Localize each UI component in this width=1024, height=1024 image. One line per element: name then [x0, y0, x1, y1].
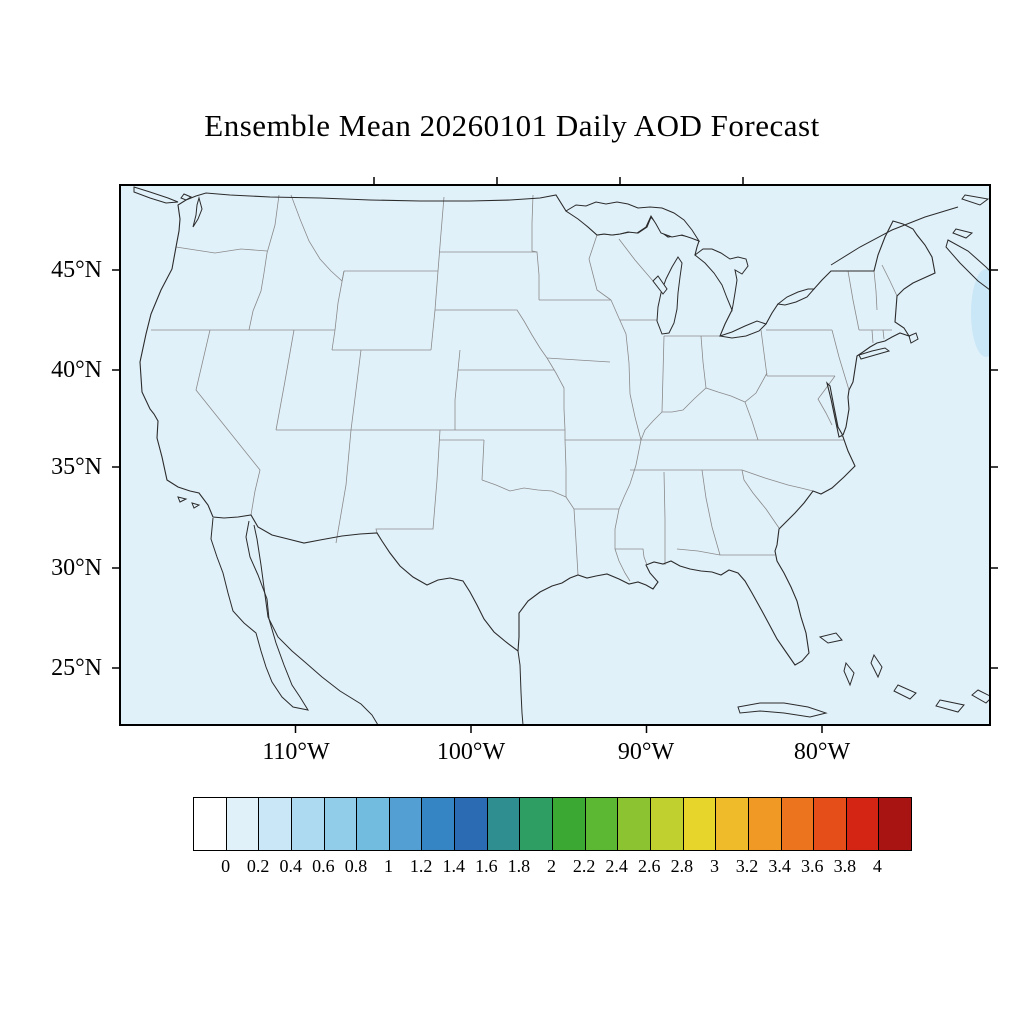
- colorbar-tick-label: 3: [709, 856, 719, 876]
- lat-label-35n: 35°N: [51, 454, 102, 480]
- colorbar: [193, 797, 912, 851]
- lon-label-80w: 80°W: [793, 739, 851, 765]
- map-panel: [108, 173, 1002, 737]
- colorbar-cell: [618, 798, 651, 850]
- colorbar-tick-label: 2.2: [572, 856, 596, 876]
- great-lakes: [565, 201, 816, 339]
- colorbar-cell: [748, 798, 782, 850]
- colorbar-cell: [553, 798, 586, 850]
- colorbar-tick-label: 2.8: [670, 856, 694, 876]
- islands: [177, 332, 990, 718]
- canada-coast: [133, 186, 990, 291]
- state-borders: [151, 194, 898, 582]
- lat-label-25n: 25°N: [51, 655, 102, 681]
- atlantic-aod-patch: [971, 269, 990, 357]
- mexico-coast: [210, 517, 524, 725]
- colorbar-cell: [357, 798, 390, 850]
- colorbar-tick-label: 0.4: [279, 856, 303, 876]
- colorbar-cell: [520, 798, 554, 850]
- colorbar-cell: [650, 798, 684, 850]
- lon-label-90w: 90°W: [617, 739, 675, 765]
- colorbar-tick-label: 0.8: [344, 856, 368, 876]
- map-frame: [119, 184, 991, 726]
- colorbar-cell: [324, 798, 358, 850]
- lat-label-40n: 40°N: [51, 357, 102, 383]
- colorbar-cell: [846, 798, 880, 850]
- colorbar-cell: [259, 798, 292, 850]
- lon-label-110w: 110°W: [262, 739, 330, 765]
- colorbar-tick-label: 1.6: [475, 856, 498, 876]
- lat-label-30n: 30°N: [51, 555, 102, 581]
- colorbar-tick-label: 2.6: [638, 856, 661, 876]
- colorbar-tick-label: 1.4: [442, 856, 465, 876]
- map-plot-area: [120, 185, 990, 725]
- aod-map: [112, 177, 998, 733]
- colorbar-tick-label: 2: [547, 856, 556, 876]
- colorbar-tick-label: 1: [384, 856, 394, 876]
- colorbar-tick-label: 3.6: [800, 856, 824, 876]
- axis-tick-marks: [112, 177, 998, 733]
- colorbar-cell: [194, 798, 227, 850]
- colorbar-cell: [226, 798, 260, 850]
- colorbar-cell: [879, 798, 912, 850]
- colorbar-cell: [814, 798, 847, 850]
- colorbar-cell: [585, 798, 619, 850]
- colorbar-tick-label: 0.6: [312, 856, 335, 876]
- colorbar-tick-label: 3.8: [833, 856, 857, 876]
- colorbar-tick-label: 1.8: [507, 856, 531, 876]
- colorbar-tick-label: 1.2: [409, 856, 433, 876]
- colorbar-cell: [422, 798, 456, 850]
- colorbar-labels: 0 0.2 0.4 0.6 0.8 1 1.2 1.4 1.6 1.8 2 2.2 2.4 2.6 2.8 3…: [193, 856, 912, 880]
- colorbar-cell: [716, 798, 749, 850]
- colorbar-cell: [781, 798, 815, 850]
- colorbar-cell: [455, 798, 488, 850]
- colorbar-cell: [683, 798, 717, 850]
- page-title: Ensemble Mean 20260101 Daily AOD Forecas…: [204, 108, 820, 143]
- lat-label-45n: 45°N: [51, 257, 102, 283]
- colorbar-tick-label: 0.2: [246, 856, 270, 876]
- colorbar-tick-label: 4: [872, 856, 882, 876]
- colorbar-cell: [291, 798, 325, 850]
- colorbar-tick-label: 0: [221, 856, 231, 876]
- colorbar-tick-label: 3.4: [768, 856, 791, 876]
- colorbar-cell: [389, 798, 423, 850]
- colorbar-tick-label: 3.2: [735, 856, 759, 876]
- colorbar-tick-label: 2.4: [605, 856, 628, 876]
- colorbar-cell: [487, 798, 521, 850]
- lon-label-100w: 100°W: [436, 739, 506, 765]
